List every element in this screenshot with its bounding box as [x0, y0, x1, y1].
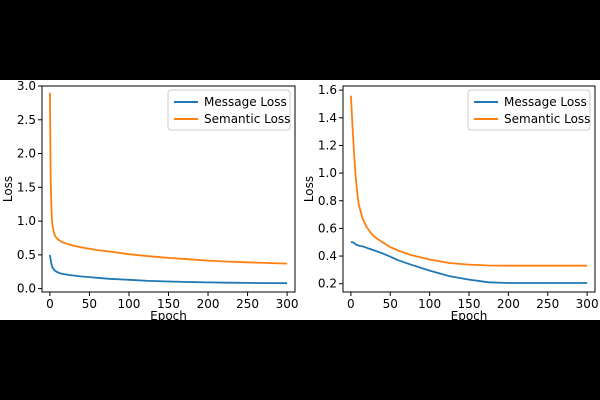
- right-series-line-message: [350, 241, 588, 284]
- right-y-tick-label: 1.4: [318, 111, 337, 125]
- right-series-lines: [350, 95, 588, 284]
- left-x-tick-label: 150: [157, 297, 180, 311]
- left-x-tick-label: 200: [197, 297, 220, 311]
- right-y-tick-label: 0.4: [318, 249, 337, 263]
- right-y-axis-label: Loss: [302, 176, 316, 202]
- right-x-tick-label: 200: [497, 297, 520, 311]
- right-y-tick-label: 0.6: [318, 221, 337, 235]
- right-x-tick-label: 50: [383, 297, 398, 311]
- right-y-tick-label: 0.2: [318, 277, 337, 291]
- left-legend-label-message: Message Loss: [204, 95, 287, 109]
- left-chart: 0 50 100 150 200 250 3000.00.51.01.52.02.53.0 …: [1, 79, 299, 323]
- left-x-tick-label: 300: [276, 297, 299, 311]
- left-x-tick-label: 100: [118, 297, 141, 311]
- right-y-tick-label: 1.2: [318, 138, 337, 152]
- right-x-tick-label: 250: [536, 297, 559, 311]
- right-legend-label-message: Message Loss: [504, 95, 587, 109]
- right-x-tick-label: 150: [458, 297, 481, 311]
- right-x-tick-label: 300: [576, 297, 599, 311]
- right-y-tick-label: 0.8: [318, 194, 337, 208]
- left-y-tick-label: 3.0: [17, 79, 36, 93]
- left-y-tick-label: 0.5: [17, 248, 36, 262]
- left-series-lines: [49, 92, 288, 285]
- left-y-tick-label: 0.0: [17, 282, 36, 296]
- left-y-tick-label: 1.0: [17, 214, 36, 228]
- right-x-tick-label: 100: [418, 297, 441, 311]
- right-legend-box: [467, 89, 591, 131]
- left-y-axis-label: Loss: [1, 176, 15, 202]
- right-chart: 0 50 100 150 200 250 300 0.2 0.4 0.6 0.8 1.0 1.2 1.4 1…: [302, 83, 599, 323]
- left-x-tick-label: 50: [82, 297, 97, 311]
- right-y-tick-label: 1.0: [318, 166, 337, 180]
- right-legend: Message Loss Semantic Loss: [467, 89, 591, 131]
- left-ticks: 0 50 100 150 200 250 300 0.0 0.5 1.0 1.5 2.0 2.5 3.0: [17, 79, 299, 311]
- left-y-tick-label: 1.5: [17, 180, 36, 194]
- left-legend: Message Loss Semantic Loss: [167, 89, 291, 131]
- right-series-line-semantic: [350, 95, 588, 267]
- left-x-axis-label: Epoch: [150, 309, 187, 323]
- right-legend-label-semantic: Semantic Loss: [504, 112, 590, 126]
- left-series-line-semantic: [49, 92, 288, 265]
- left-y-tick-label: 2.5: [17, 113, 36, 127]
- left-series-line-message: [49, 254, 288, 285]
- left-legend-box: [167, 89, 291, 131]
- left-x-tick-label: 0: [46, 297, 54, 311]
- right-y-tick-label: 1.6: [318, 83, 337, 97]
- right-x-tick-label: 0: [347, 297, 355, 311]
- left-y-tick-label: 2.0: [17, 147, 36, 161]
- right-x-axis-label: Epoch: [451, 309, 488, 323]
- left-legend-label-semantic: Semantic Loss: [204, 112, 290, 126]
- right-ticks: 0 50 100 150 200 250 300 0.2 0.4 0.6 0.8 1.0 1.2 1.4 1…: [318, 83, 599, 311]
- left-x-tick-label: 250: [236, 297, 259, 311]
